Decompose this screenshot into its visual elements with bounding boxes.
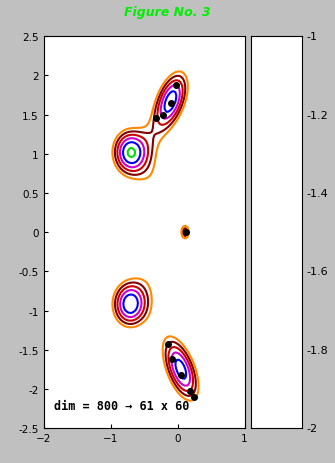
Text: -1.8: -1.8: [307, 345, 328, 355]
Text: -2: -2: [307, 423, 318, 433]
Text: -1.6: -1.6: [307, 267, 328, 277]
Text: -1.2: -1.2: [307, 110, 328, 120]
Text: dim = 800 → 61 x 60: dim = 800 → 61 x 60: [54, 399, 189, 412]
Text: -1.4: -1.4: [307, 188, 328, 199]
Text: Figure No. 3: Figure No. 3: [124, 6, 211, 19]
Text: -1: -1: [307, 32, 318, 42]
